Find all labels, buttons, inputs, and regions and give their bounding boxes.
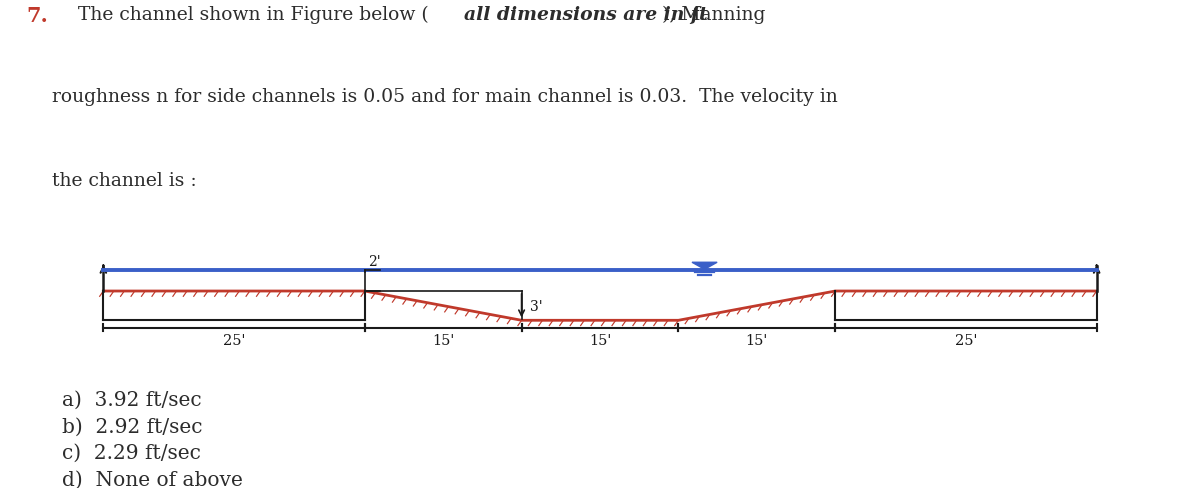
Text: The channel shown in Figure below (: The channel shown in Figure below (	[78, 6, 428, 24]
Polygon shape	[692, 263, 718, 270]
Text: roughness n for side channels is 0.05 and for main channel is 0.03.  The velocit: roughness n for side channels is 0.05 an…	[52, 88, 838, 106]
Text: c)  2.29 ft/sec: c) 2.29 ft/sec	[62, 443, 202, 462]
Text: a)  3.92 ft/sec: a) 3.92 ft/sec	[62, 390, 202, 409]
Text: 15': 15'	[745, 334, 768, 347]
Text: b)  2.92 ft/sec: b) 2.92 ft/sec	[62, 417, 203, 436]
Text: d)  None of above: d) None of above	[62, 469, 244, 488]
Text: 3': 3'	[530, 299, 542, 313]
Text: 15': 15'	[432, 334, 455, 347]
Text: 2': 2'	[368, 255, 380, 269]
Text: 7.: 7.	[26, 6, 48, 26]
Text: all dimensions are in ft: all dimensions are in ft	[464, 6, 708, 24]
Text: 25': 25'	[223, 334, 245, 347]
Text: 15': 15'	[589, 334, 611, 347]
Text: the channel is :: the channel is :	[52, 172, 197, 190]
Text: 25': 25'	[955, 334, 977, 347]
Text: ), Manning: ), Manning	[662, 6, 766, 24]
